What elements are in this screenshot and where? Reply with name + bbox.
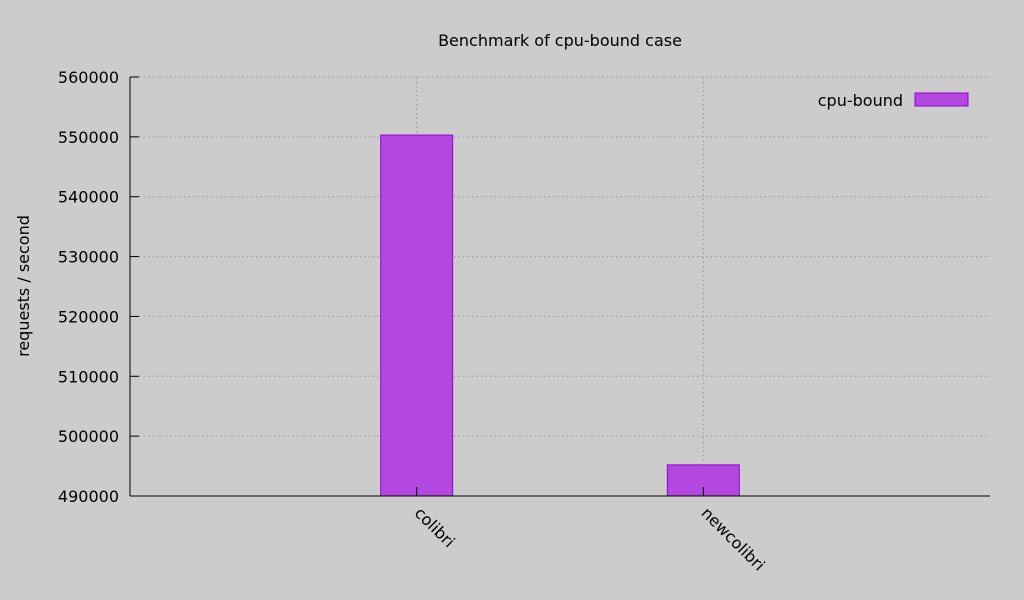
x-tick-label: newcolibri — [698, 503, 769, 574]
bar-colibri — [380, 134, 454, 497]
y-tick-label: 520000 — [58, 307, 119, 326]
legend: cpu-bound — [818, 91, 969, 110]
legend-swatch — [914, 92, 969, 107]
y-tick-label: 510000 — [58, 367, 119, 386]
y-tick-label: 540000 — [58, 188, 119, 207]
y-tick-label: 550000 — [58, 128, 119, 147]
axes — [129, 76, 990, 497]
y-tick-labels: 490000 500000 510000 520000 530000 540000 5500… — [58, 68, 119, 506]
y-axis-label: requests / second — [14, 215, 33, 357]
x-tick-labels: colibri newcolibri — [411, 503, 769, 574]
bars — [380, 134, 740, 497]
grid — [130, 76, 990, 496]
y-tick-label: 530000 — [58, 248, 119, 267]
y-tick-label: 560000 — [58, 68, 119, 87]
x-tick-label: colibri — [411, 503, 459, 551]
chart-title: Benchmark of cpu-bound case — [438, 31, 682, 50]
y-tick-label: 500000 — [58, 427, 119, 446]
y-tick-label: 490000 — [58, 487, 119, 506]
legend-label: cpu-bound — [818, 91, 903, 110]
